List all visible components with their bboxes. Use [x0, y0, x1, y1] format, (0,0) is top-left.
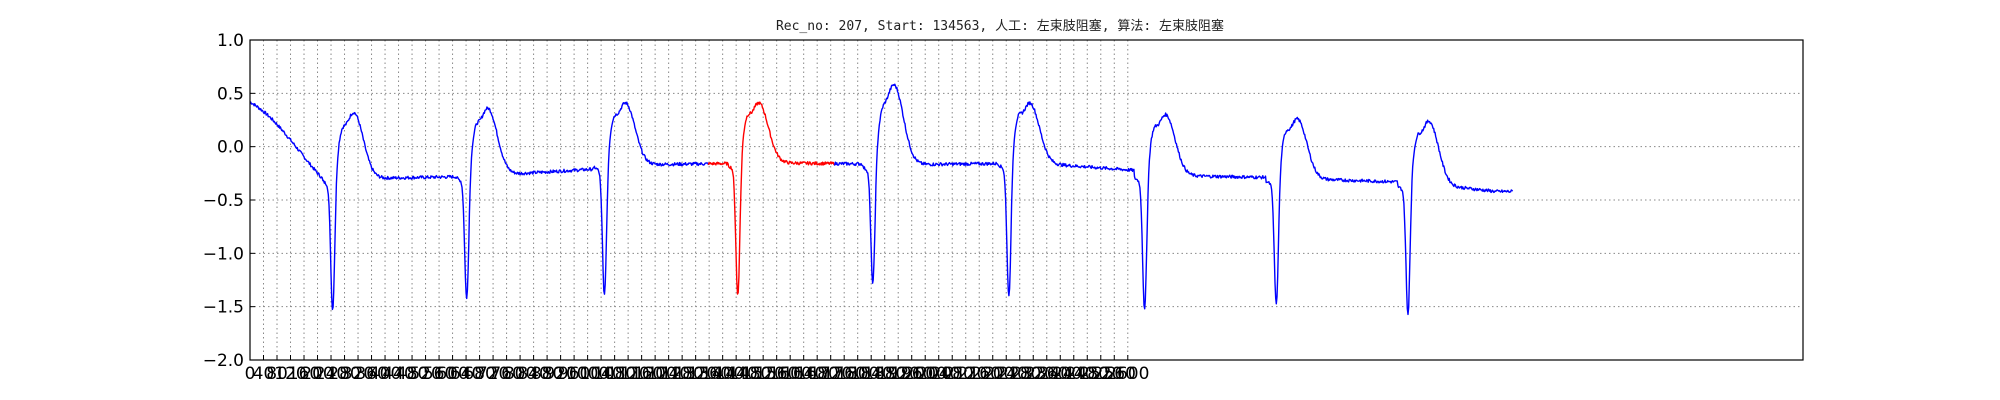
- ecg-series-line: [249, 101, 710, 311]
- x-tick-label: 120: [274, 364, 306, 384]
- x-tick-label: 520: [409, 364, 441, 384]
- x-tick-label: 2560: [1093, 364, 1136, 384]
- x-tick-label: 320: [342, 364, 374, 384]
- chart-title: Rec_no: 207, Start: 134563, 人工: 左束肢阻塞, 算…: [776, 18, 1224, 34]
- x-tick-label: 1920: [877, 364, 920, 384]
- x-tick-label: 2160: [958, 364, 1001, 384]
- x-tick-label: 40: [253, 364, 275, 384]
- y-tick-label: −1.0: [203, 244, 244, 264]
- x-tick-label: 1080: [593, 364, 636, 384]
- x-tick-label: 2480: [1066, 364, 1109, 384]
- y-tick-label: 0.0: [217, 138, 244, 158]
- y-axis-ticks: 1.0 0.5 0.0 −0.5 −1.0 −1.5 −2.0: [203, 31, 255, 371]
- x-tick-label: 1720: [809, 364, 852, 384]
- x-tick-label: 2360: [1025, 364, 1068, 384]
- x-tick-label: 1480: [728, 364, 771, 384]
- y-tick-label: 1.0: [217, 31, 244, 51]
- x-tick-label: 1880: [863, 364, 906, 384]
- x-tick-label: 960: [558, 364, 590, 384]
- x-tick-label: 2200: [971, 364, 1014, 384]
- x-tick-label: 400: [369, 364, 401, 384]
- x-tick-label: 1160: [620, 364, 663, 384]
- x-tick-label: 720: [477, 364, 509, 384]
- y-tick-label: 0.5: [217, 84, 244, 104]
- x-tick-label: 1560: [755, 364, 798, 384]
- x-tick-label: 1440: [715, 364, 758, 384]
- x-tick-label: 1200: [633, 364, 676, 384]
- y-tick-label: −1.5: [203, 298, 244, 318]
- x-tick-label: 1600: [769, 364, 812, 384]
- x-tick-label: 280: [328, 364, 360, 384]
- x-axis-ticks: 0408012016020024028032036040044048052056…: [245, 355, 1149, 384]
- x-tick-label: 800: [504, 364, 536, 384]
- x-tick-label: 2000: [904, 364, 947, 384]
- x-tick-label: 2040: [917, 364, 960, 384]
- x-tick-label: 2240: [985, 364, 1028, 384]
- x-tick-label: 840: [517, 364, 549, 384]
- x-tick-label: 560: [423, 364, 455, 384]
- x-tick-label: 1520: [742, 364, 785, 384]
- x-tick-label: 1680: [796, 364, 839, 384]
- series-layer: [249, 83, 1514, 316]
- y-tick-label: −2.0: [203, 351, 244, 371]
- x-tick-label: 1240: [647, 364, 690, 384]
- x-tick-label: 920: [544, 364, 576, 384]
- ecg-highlight-segment: [707, 101, 835, 295]
- ecg-series-line: [834, 83, 1514, 316]
- x-tick-label: 2440: [1052, 364, 1095, 384]
- x-tick-label: 1120: [606, 364, 649, 384]
- x-tick-label: 160: [288, 364, 320, 384]
- x-tick-label: 80: [266, 364, 288, 384]
- x-tick-label: 1320: [674, 364, 717, 384]
- x-tick-label: 2120: [944, 364, 987, 384]
- x-tick-label: 1960: [890, 364, 933, 384]
- x-tick-label: 600: [436, 364, 468, 384]
- x-tick-label: 1640: [782, 364, 825, 384]
- x-tick-label: 2520: [1079, 364, 1122, 384]
- plot-frame: [249, 39, 1804, 361]
- x-tick-label: 1040: [579, 364, 622, 384]
- x-tick-label: 1760: [823, 364, 866, 384]
- x-tick-label: 640: [450, 364, 482, 384]
- x-tick-label: 1280: [661, 364, 704, 384]
- x-tick-label: 760: [490, 364, 522, 384]
- x-tick-label: 360: [355, 364, 387, 384]
- x-tick-label: 2400: [1039, 364, 1082, 384]
- x-tick-label: 440: [382, 364, 414, 384]
- x-tick-label: 2320: [1012, 364, 1055, 384]
- x-tick-label: 200: [301, 364, 333, 384]
- grid-lines: [250, 39, 1803, 361]
- x-tick-label: 2080: [931, 364, 974, 384]
- x-tick-label: 1000: [566, 364, 609, 384]
- x-tick-label: 880: [531, 364, 563, 384]
- x-tick-label: 0: [245, 364, 256, 384]
- x-tick-label: 1800: [836, 364, 879, 384]
- x-tick-label: 1400: [701, 364, 744, 384]
- x-tick-label: 1360: [688, 364, 731, 384]
- x-tick-label: 1840: [850, 364, 893, 384]
- x-tick-label: 2280: [998, 364, 1041, 384]
- x-tick-label: 2600: [1106, 364, 1149, 384]
- y-tick-label: −0.5: [203, 191, 244, 211]
- x-tick-label: 480: [396, 364, 428, 384]
- x-tick-label: 240: [315, 364, 347, 384]
- x-tick-label: 680: [463, 364, 495, 384]
